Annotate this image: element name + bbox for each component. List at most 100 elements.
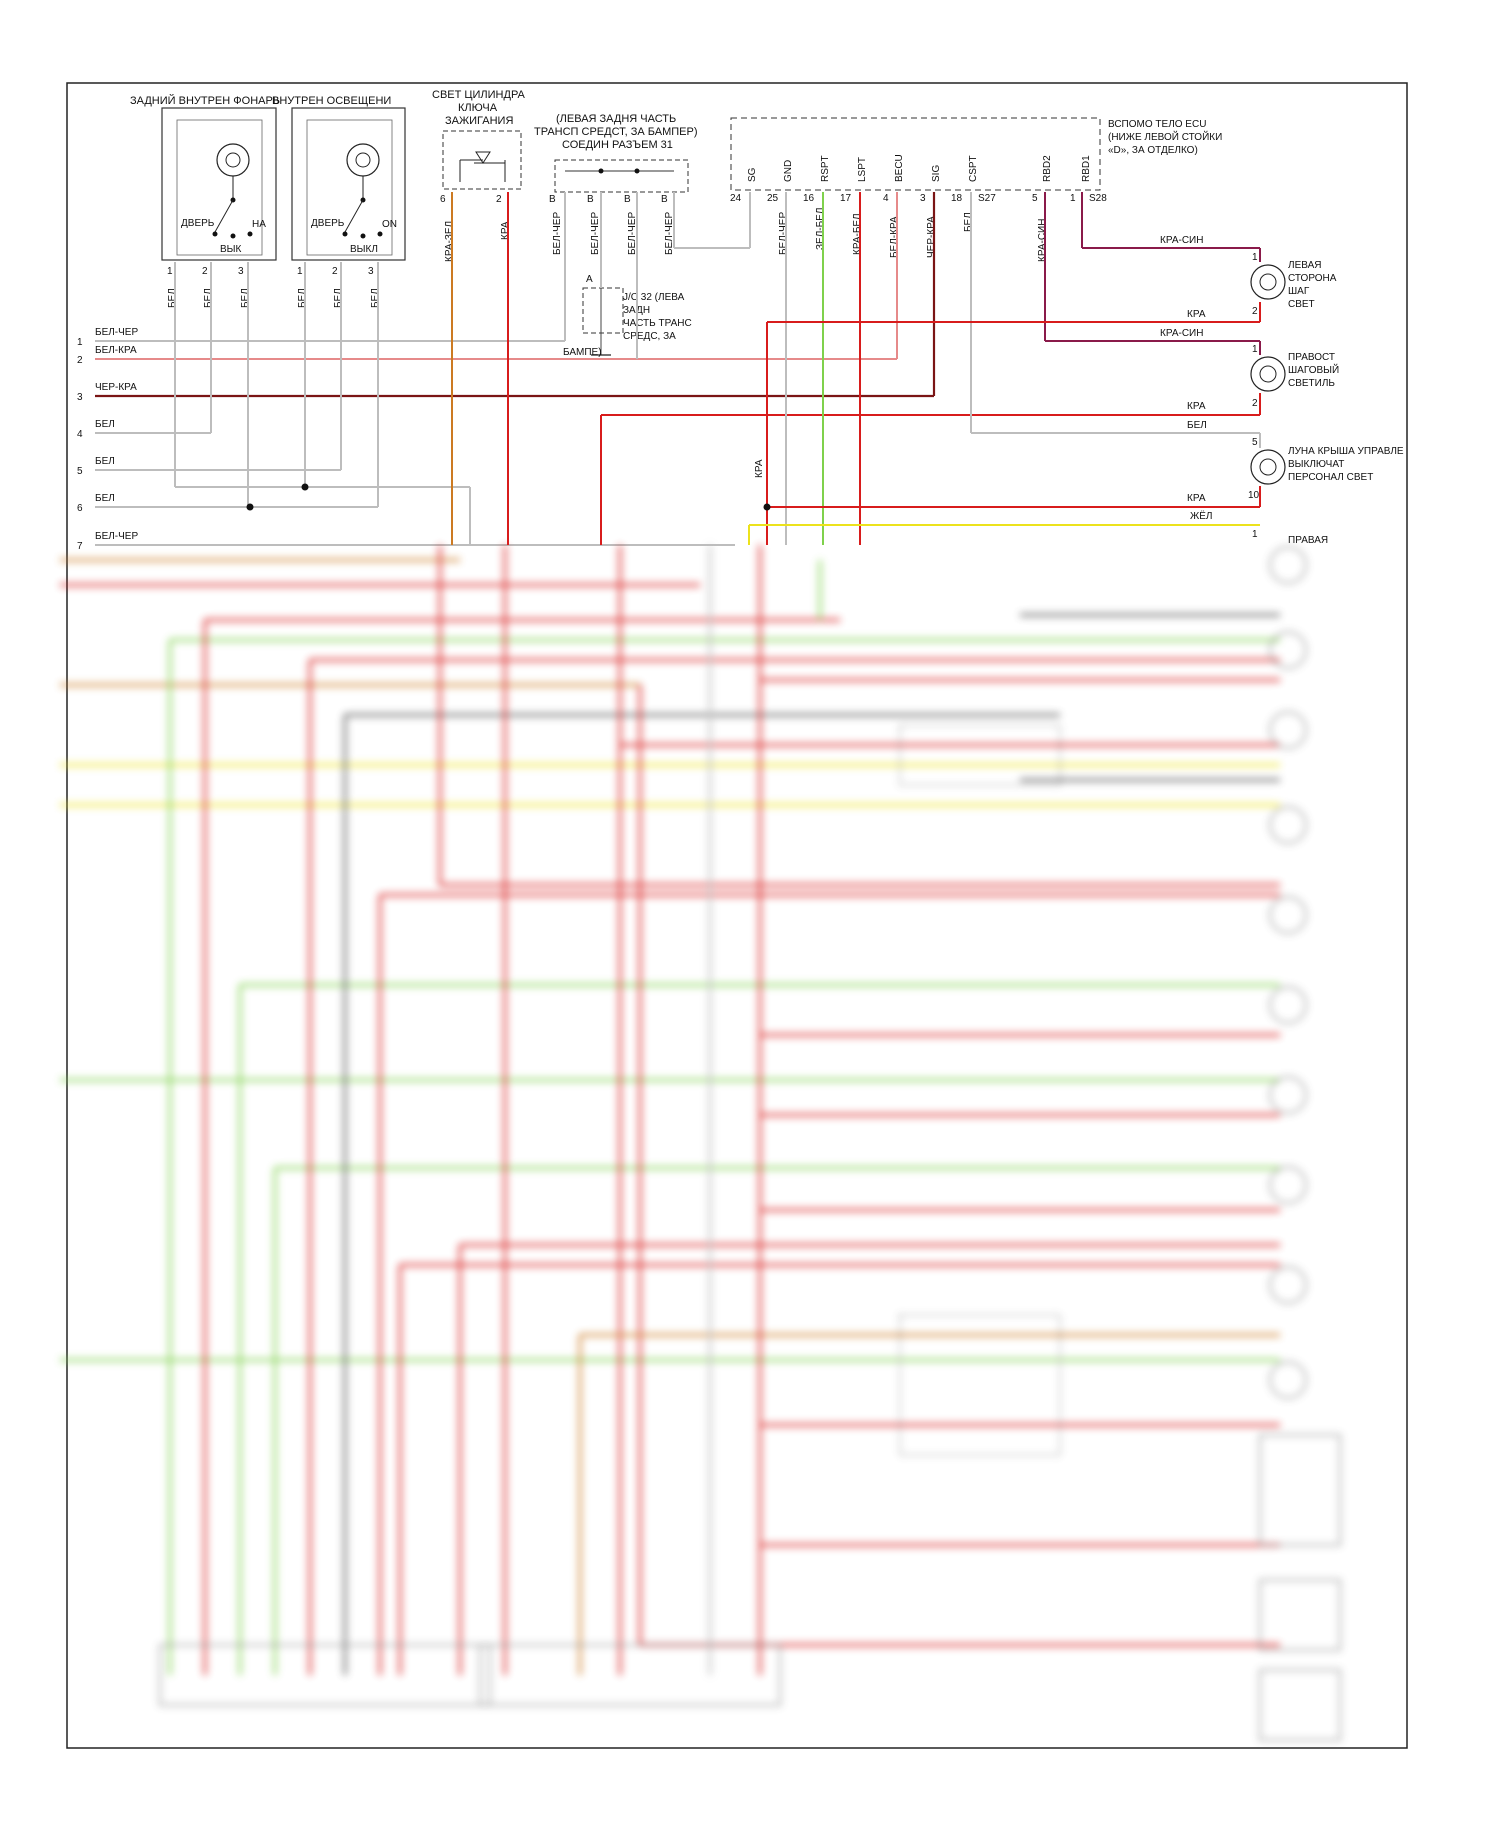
ecu-term-gnd: GND xyxy=(783,160,794,182)
interior-lamp: ВНУТРЕН ОСВЕЩЕНИ ДВЕРЬ ON ВЫКЛ 1 2 3 БЕЛ… xyxy=(272,95,406,308)
interior-wire-3: БЕЛ xyxy=(370,288,381,308)
key-cyl-pin-2: 2 xyxy=(496,194,502,205)
right-step-wire-2: КРА xyxy=(1187,401,1206,412)
right-step-light: 1 2 КРА-СИН КРА ПРАВОСТ ШАГОВЫЙ СВЕТИЛЬ xyxy=(1160,328,1339,412)
diagram-frame xyxy=(66,82,1408,1749)
blurred-diagram-region xyxy=(60,545,1410,1755)
left-step-bulb-icon xyxy=(1250,264,1286,300)
key-cylinder-light: СВЕТ ЦИЛИНДРА КЛЮЧА ЗАЖИГАНИЯ 6 2 КРА-ЗЕ… xyxy=(432,89,526,262)
right-step-wire-1: КРА-СИН xyxy=(1160,328,1203,339)
interior-door-label: ДВЕРЬ xyxy=(311,218,345,229)
moonroof-personal-light: 5 10 БЕЛ КРА ЛУНА КРЫША УПРАВЛЕ ВЫКЛЮЧАТ… xyxy=(1187,420,1404,504)
left-step-light: 1 2 КРА-СИН КРА ЛЕВАЯ СТОРОНА ШАГ СВЕТ xyxy=(1160,235,1337,320)
conn31-wire-4: БЕЛ-ЧЕР xyxy=(664,212,675,255)
ecu-pin-16: 16 xyxy=(803,193,815,204)
connector-31: (ЛЕВАЯ ЗАДНЯ ЧАСТЬ ТРАНСП СРЕДСТ, ЗА БАМ… xyxy=(534,113,698,255)
interior-pin-2: 2 xyxy=(332,266,338,277)
rear-dome-off-label: ВЫК xyxy=(220,244,242,255)
left-step-label-3: ШАГ xyxy=(1288,286,1310,297)
ecu-wire-becu: БЕЛ-КРА xyxy=(889,216,900,258)
rail-num-4: 4 xyxy=(77,429,83,440)
ecu-pin-3: 3 xyxy=(920,193,926,204)
left-step-pin-2: 2 xyxy=(1252,306,1258,317)
left-step-wire-1: КРА-СИН xyxy=(1160,235,1203,246)
rear-dome-door-label: ДВЕРЬ xyxy=(181,218,215,229)
rail-wire-7: БЕЛ-ЧЕР xyxy=(95,531,138,542)
ecu-pin-1: 1 xyxy=(1070,193,1076,204)
rail-wire-5: БЕЛ xyxy=(95,456,115,467)
rear-dome-wire-2: БЕЛ xyxy=(203,288,214,308)
rail-num-7: 7 xyxy=(77,541,83,552)
right-step-pin-1: 1 xyxy=(1252,344,1258,355)
rail-wire-1: БЕЛ-ЧЕР xyxy=(95,327,138,338)
interior-on-label: ON xyxy=(382,219,397,230)
rear-dome-on-label: НА xyxy=(252,219,266,230)
right-partial-pin: 1 xyxy=(1252,529,1258,540)
ecu-wire-rbd2: КРА-СИН xyxy=(1037,219,1048,262)
left-step-label-2: СТОРОНА xyxy=(1288,273,1337,284)
conn31-wire-1: БЕЛ-ЧЕР xyxy=(552,212,563,255)
right-step-bulb-icon xyxy=(1250,356,1286,392)
key-cyl-title-1: СВЕТ ЦИЛИНДРА xyxy=(432,89,526,101)
rear-dome-pin-2: 2 xyxy=(202,266,208,277)
jc32-line-4: СРЕДС, ЗА xyxy=(623,331,676,342)
rail-num-5: 5 xyxy=(77,466,83,477)
ecu-pin-17: 17 xyxy=(840,193,852,204)
rail-wire-6: БЕЛ xyxy=(95,493,115,504)
ecu-pin-4: 4 xyxy=(883,193,889,204)
key-cyl-pin-6: 6 xyxy=(440,194,446,205)
ecu-pin-18: 18 xyxy=(951,193,963,204)
rear-dome-pin-1: 1 xyxy=(167,266,173,277)
conn31-pin-1: B xyxy=(549,194,556,205)
interior-bulb-icon xyxy=(346,143,380,177)
key-cyl-title-3: ЗАЖИГАНИЯ xyxy=(445,115,513,127)
rail-wire-4: БЕЛ xyxy=(95,419,115,430)
interior-pin-1: 1 xyxy=(297,266,303,277)
ecu-wire-rspt: ЗЕЛ-БЕЛ xyxy=(815,208,826,250)
interior-wire-1: БЕЛ xyxy=(297,288,308,308)
conn31-wire-2: БЕЛ-ЧЕР xyxy=(590,212,601,255)
conn31-title-3: СОЕДИН РАЗЪЕМ 31 xyxy=(562,139,673,151)
rail-num-6: 6 xyxy=(77,503,83,514)
left-step-label-1: ЛЕВАЯ xyxy=(1288,260,1321,271)
jc32-line-5: БАМПЕ) xyxy=(563,347,602,358)
ecu-wire-cspt: БЕЛ xyxy=(963,212,974,232)
ecu-pin-s27: S27 xyxy=(978,193,996,204)
ecu-term-sg: SG xyxy=(747,167,758,182)
rail-num-3: 3 xyxy=(77,392,83,403)
conn31-title-1: (ЛЕВАЯ ЗАДНЯ ЧАСТЬ xyxy=(556,113,676,125)
ecu-term-rbd1: RBD1 xyxy=(1081,155,1092,182)
interior-wire-2: БЕЛ xyxy=(333,288,344,308)
rail-wire-3: ЧЕР-КРА xyxy=(95,382,137,393)
right-step-label-1: ПРАВОСТ xyxy=(1288,352,1335,363)
key-cyl-wire-1: КРА-ЗЕЛ xyxy=(444,221,455,262)
moonroof-bulb-icon xyxy=(1250,449,1286,485)
right-partial-light: 1 ЖЁЛ ПРАВАЯ xyxy=(1190,510,1328,546)
ecu-pin-25: 25 xyxy=(767,193,779,204)
key-cyl-title-2: КЛЮЧА xyxy=(458,102,498,114)
kra-vertical-label: КРА xyxy=(754,459,765,478)
conn31-pin-2: B xyxy=(587,194,594,205)
interior-pin-3: 3 xyxy=(368,266,374,277)
body-ecu: ВСПОМО ТЕЛО ECU (НИЖЕ ЛЕВОЙ СТОЙКИ «D», … xyxy=(730,117,1222,262)
ecu-title-1: ВСПОМО ТЕЛО ECU xyxy=(1108,119,1206,130)
ecu-wire-gnd: БЕЛ-ЧЕР xyxy=(778,212,789,255)
moonroof-label-1: ЛУНА КРЫША УПРАВЛЕ xyxy=(1288,446,1404,457)
right-step-label-3: СВЕТИЛЬ xyxy=(1288,378,1335,389)
led-icon xyxy=(475,151,491,164)
ecu-term-sig: SIG xyxy=(931,165,942,182)
moonroof-label-3: ПЕРСОНАЛ СВЕТ xyxy=(1288,472,1373,483)
key-cyl-wire-2: КРА xyxy=(500,221,511,240)
moonroof-pin-5: 5 xyxy=(1252,437,1258,448)
conn31-pin-4: B xyxy=(661,194,668,205)
ecu-wire-lspt: КРА-БЕЛ xyxy=(852,213,863,255)
ecu-title-2: (НИЖЕ ЛЕВОЙ СТОЙКИ xyxy=(1108,130,1222,143)
junction-connector-32: A J/C 32 (ЛЕВА ЗАДН ЧАСТЬ ТРАНС СРЕДС, З… xyxy=(563,274,692,360)
ecu-term-rspt: RSPT xyxy=(820,155,831,182)
rail-wire-2: БЕЛ-КРА xyxy=(95,345,137,356)
rail-num-1: 1 xyxy=(77,337,83,348)
ecu-term-cspt: CSPT xyxy=(968,155,979,182)
rear-dome-pin-3: 3 xyxy=(238,266,244,277)
right-partial-label: ПРАВАЯ xyxy=(1288,535,1328,546)
